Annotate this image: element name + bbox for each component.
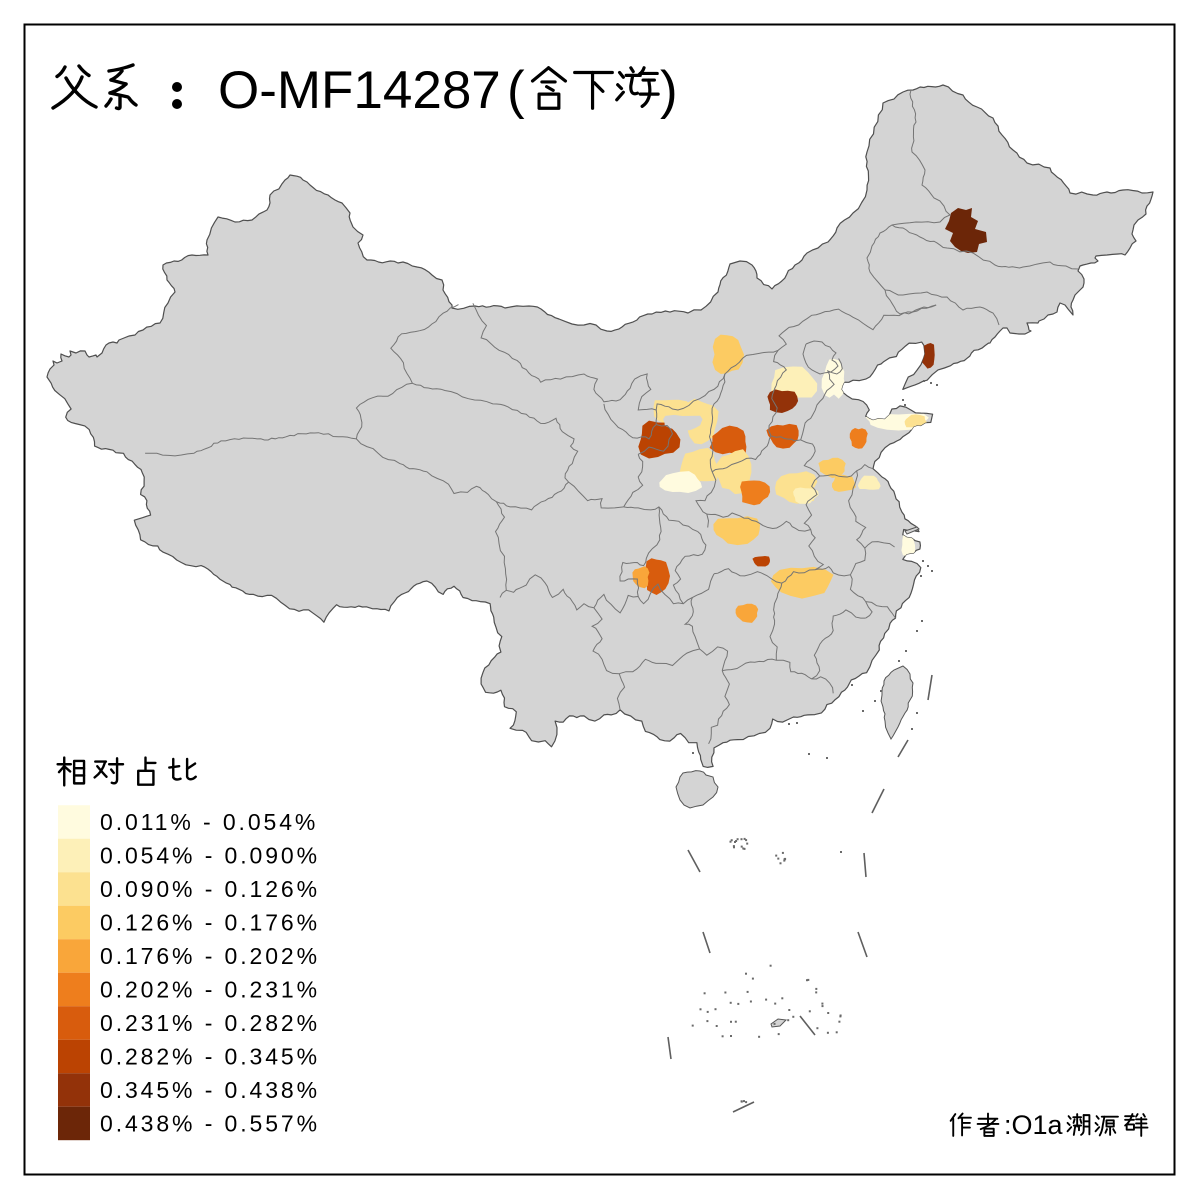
svg-text:(: ( (507, 61, 525, 120)
svg-text:0.202% - 0.231%: 0.202% - 0.231% (100, 977, 320, 1003)
svg-text:O-MF14287: O-MF14287 (218, 61, 501, 120)
svg-text:0.345% - 0.438%: 0.345% - 0.438% (100, 1077, 320, 1103)
svg-text:0.090% - 0.126%: 0.090% - 0.126% (100, 876, 320, 902)
svg-text:0.231% - 0.282%: 0.231% - 0.282% (100, 1010, 320, 1036)
svg-text:0.011% - 0.054%: 0.011% - 0.054% (100, 809, 318, 835)
svg-text:0.176% - 0.202%: 0.176% - 0.202% (100, 943, 320, 969)
svg-text:): ) (660, 61, 678, 120)
svg-text:0.282% - 0.345%: 0.282% - 0.345% (100, 1044, 320, 1070)
svg-text:0.054% - 0.090%: 0.054% - 0.090% (100, 843, 320, 869)
svg-text:0.126% - 0.176%: 0.126% - 0.176% (100, 910, 320, 936)
svg-text::O1a: :O1a (1004, 1110, 1064, 1140)
svg-text:0.438% - 0.557%: 0.438% - 0.557% (100, 1111, 320, 1137)
